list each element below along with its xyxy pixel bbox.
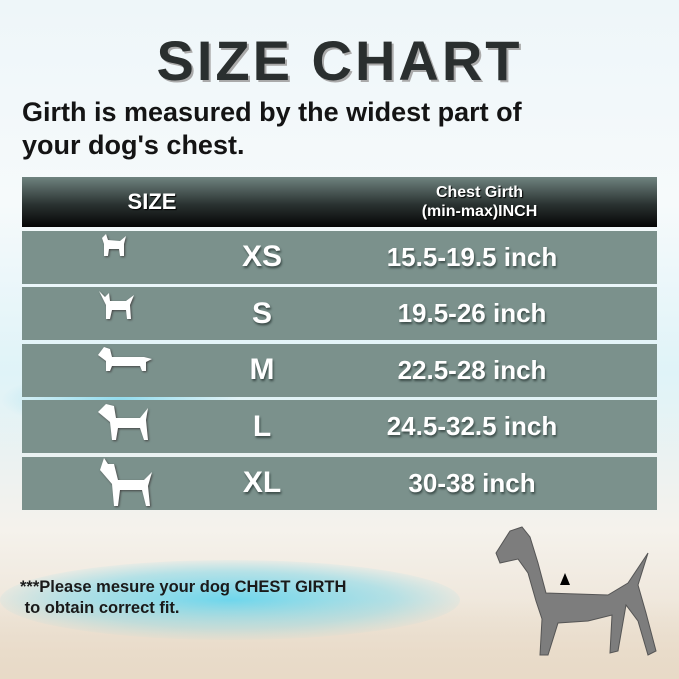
girth-value: 19.5-26 inch [397,298,547,328]
note-line: ***Please mesure your dog CHEST GIRTH [20,578,347,596]
size-label: M [249,353,275,386]
table-row: XS 15.5-19.5 inch [22,230,657,284]
measure-note: ***Please mesure your dog CHEST GIRTH to… [20,577,490,619]
chihuahua-icon [22,289,227,339]
medium-dog-icon [22,402,227,452]
table-body: XS 15.5-19.5 inch S 19.5-26 inch M 22.5-… [22,230,657,510]
table-row: L 24.5-32.5 inch [22,400,657,453]
size-table: SIZE Chest Girth (min-max)INCH XS 15.5-1… [22,177,657,510]
girth-value: 22.5-28 inch [397,354,547,385]
dachshund-icon [22,345,227,395]
subtitle-line: your dog's chest. [22,130,245,160]
header-size: SIZE [127,189,177,214]
girth-value: 30-38 inch [408,467,536,498]
small-dog-icon [22,232,227,282]
table-row: S 19.5-26 inch [22,287,657,340]
header-girth-line: Chest Girth [435,184,524,201]
arrow-up-icon [560,573,570,585]
subtitle-line: Girth is measured by the widest part of [22,97,522,127]
table-row: M 22.5-28 inch [22,343,657,397]
header-girth: Chest Girth (min-max)INCH [342,183,657,221]
table-header: SIZE Chest Girth (min-max)INCH [22,177,657,227]
subtitle: Girth is measured by the widest part of … [22,96,662,162]
header-girth-line: (min-max)INCH [421,203,538,220]
note-line: to obtain correct fit. [20,599,180,617]
size-label: XS [241,240,283,273]
girth-value: 24.5-32.5 inch [386,411,558,441]
table-row: XL 30-38 inch [22,456,657,510]
girth-value: 15.5-19.5 inch [386,241,558,272]
size-label: L [252,409,272,443]
size-label: S [251,296,272,330]
pointer-dog-illustration [495,526,657,656]
size-label: XL [242,466,282,499]
page-title: SIZE CHART [156,29,523,92]
great-dane-icon [22,458,227,508]
